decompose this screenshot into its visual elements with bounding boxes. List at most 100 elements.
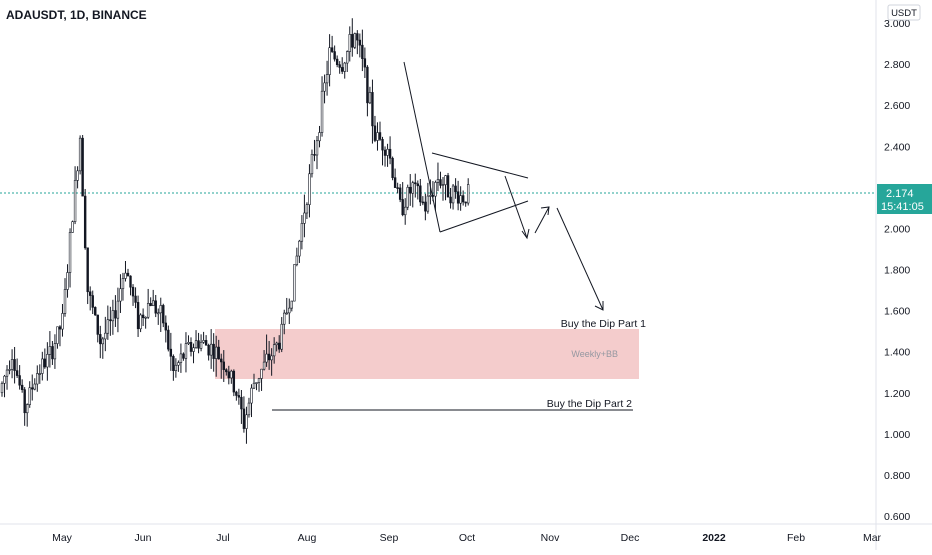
candle-body [215, 346, 218, 359]
candle-body [265, 353, 268, 363]
candle-body [225, 369, 228, 373]
candle-body [83, 195, 87, 249]
candle-body [18, 375, 21, 386]
candle-body [121, 278, 125, 290]
candle-body [257, 378, 261, 383]
candle-body [144, 316, 147, 319]
current-price-tag [877, 184, 932, 214]
candle-body [194, 340, 198, 349]
candle-body [73, 180, 77, 222]
candle-body [371, 92, 374, 127]
candle-body [187, 342, 190, 344]
candle-body [169, 348, 173, 357]
candle-body [28, 387, 31, 405]
candle-body [414, 182, 417, 185]
candle-body [111, 310, 115, 322]
candle-body [318, 132, 321, 142]
candle-body [275, 342, 278, 346]
time-tick-label: Nov [541, 532, 560, 544]
price-tick-label: 0.600 [884, 511, 910, 523]
price-tick-label: 2.000 [884, 223, 910, 235]
candle-body [227, 371, 230, 379]
price-tick-label: 3.000 [884, 18, 910, 30]
time-tick-label: Oct [459, 532, 475, 544]
candle-body [184, 343, 188, 359]
candle-body [320, 90, 324, 133]
candle-body [295, 255, 299, 265]
candle-body [99, 334, 102, 345]
candle-body [15, 370, 19, 376]
triangle-upper-line [431, 152, 529, 179]
candle-body [126, 272, 130, 277]
candle-body [293, 264, 296, 302]
candle-body [245, 414, 248, 429]
arrowhead-3 [594, 301, 604, 311]
candle-body [363, 58, 367, 68]
candle-body [340, 67, 344, 72]
candle-body [182, 353, 185, 359]
candle-body [33, 383, 36, 390]
candle-body [270, 355, 273, 361]
candle-body [174, 364, 178, 371]
candle-body [114, 310, 117, 319]
candle-body [230, 370, 233, 379]
candle-body [31, 387, 34, 390]
candle-body [43, 358, 47, 368]
candle-body [424, 201, 427, 212]
candle-body [149, 303, 152, 306]
candle-body [154, 300, 157, 314]
drawing-layer [272, 61, 633, 411]
candle-body [129, 275, 132, 288]
candle-body [13, 359, 16, 371]
candle-body [237, 395, 241, 398]
candle-body [308, 173, 311, 205]
candle-body [393, 177, 397, 188]
candle-body [328, 47, 331, 75]
price-axis[interactable]: 0.600 0.800 1.000 1.200 1.400 1.600 1.800 2.000… [884, 18, 910, 523]
time-axis[interactable]: May Jun Jul Aug Sep Oct Nov Dec 2022 Feb Mar [52, 532, 881, 544]
projection-down-1 [504, 175, 528, 239]
candle-body [346, 51, 349, 64]
candle-body [177, 362, 180, 366]
candle-body [164, 322, 167, 331]
candle-body [179, 353, 183, 363]
candle-body [406, 186, 409, 208]
candle-body [94, 307, 97, 316]
candle-body [303, 212, 306, 224]
price-tick-label: 2.800 [884, 59, 910, 71]
projection-up [534, 206, 550, 234]
time-tick-label: May [52, 532, 73, 544]
candle-body [61, 313, 64, 330]
candle-body [220, 358, 223, 363]
candlestick-series [0, 18, 470, 444]
candle-body [68, 232, 72, 273]
candle-body [277, 342, 281, 350]
candle-body [119, 288, 122, 302]
candle-body [78, 137, 82, 172]
buy-dip-2-label: Buy the Dip Part 2 [547, 398, 632, 410]
candle-body [242, 408, 246, 429]
candle-body [315, 140, 319, 156]
price-tick-label: 2.600 [884, 100, 910, 112]
candle-body [338, 64, 341, 68]
symbol-title[interactable]: ADAUSDT, 1D, BINANCE [6, 8, 147, 22]
candle-body [53, 343, 57, 360]
candle-body [48, 346, 52, 355]
candle-body [461, 195, 465, 203]
candle-body [356, 33, 359, 41]
candle-body [323, 82, 326, 92]
candle-body [25, 404, 29, 414]
candle-body [204, 340, 208, 346]
currency-badge[interactable] [887, 4, 921, 21]
candle-body [36, 373, 39, 385]
candle-body [290, 300, 293, 309]
candle-body [419, 185, 422, 203]
candle-body [451, 185, 455, 204]
candle-body [197, 340, 200, 349]
candle-body [285, 312, 288, 315]
currency-badge-label: USDT [891, 8, 917, 19]
candle-body [136, 302, 140, 330]
candle-body [51, 346, 54, 360]
